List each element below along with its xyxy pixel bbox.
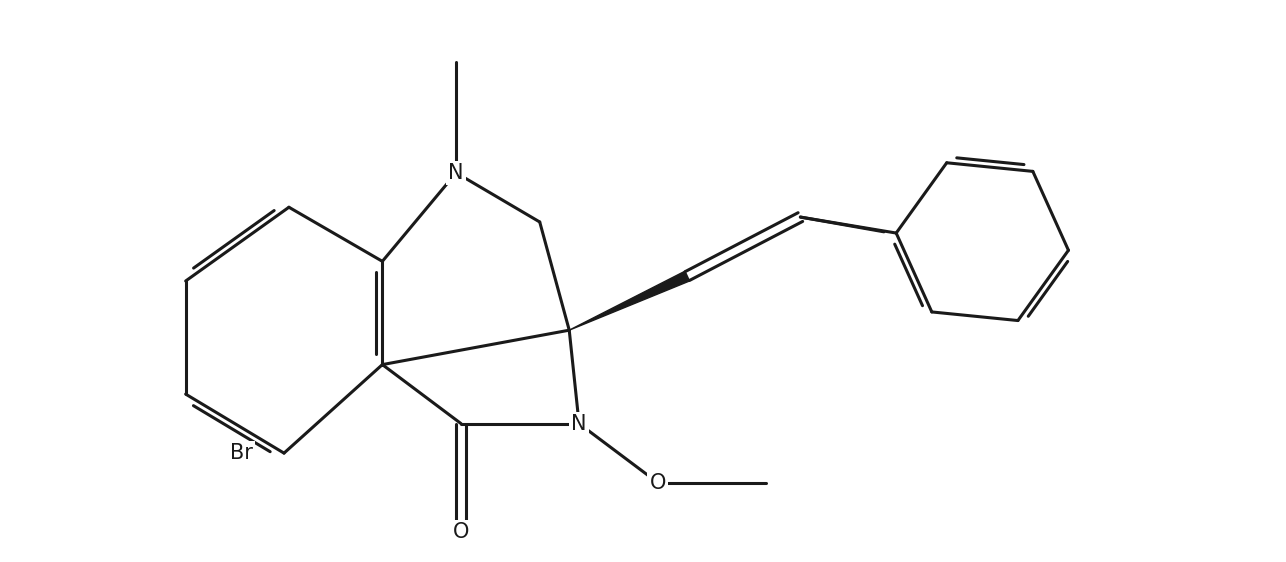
Text: O: O xyxy=(649,473,666,493)
Text: N: N xyxy=(571,414,586,434)
Text: N: N xyxy=(449,163,464,183)
Text: O: O xyxy=(453,522,469,542)
Polygon shape xyxy=(570,271,689,330)
Text: Br: Br xyxy=(230,443,252,463)
